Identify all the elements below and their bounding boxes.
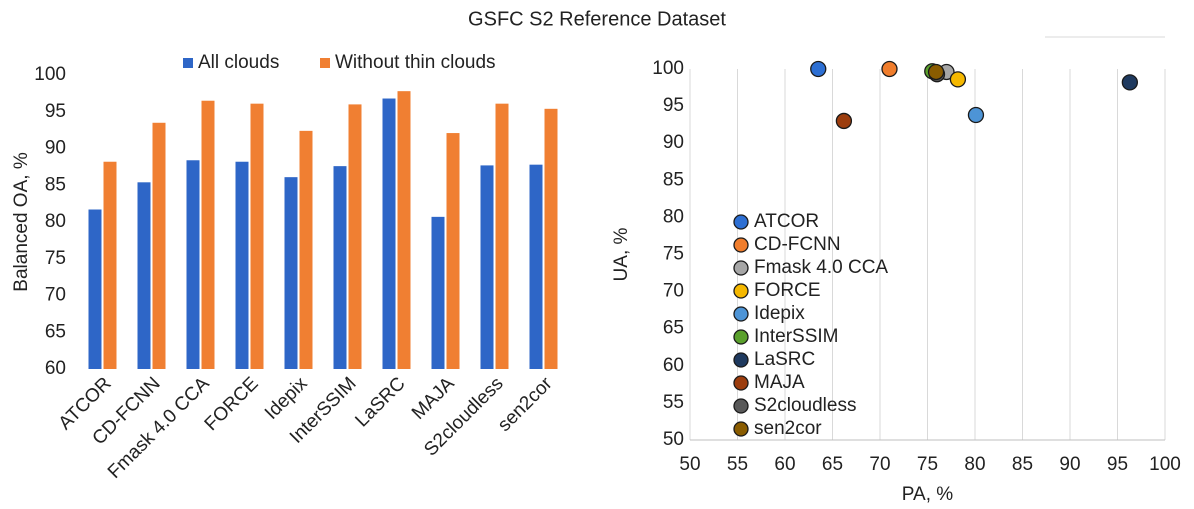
x-tick-label: 55 — [727, 454, 748, 475]
legend-marker — [733, 260, 749, 276]
bar — [382, 98, 396, 370]
legend-label: S2cloudless — [754, 395, 856, 416]
y-tick-label: 100 — [652, 58, 684, 79]
bar — [284, 177, 298, 369]
legend-marker — [733, 283, 749, 299]
y-tick-label: 85 — [663, 169, 684, 190]
legend-swatch — [183, 58, 193, 68]
y-tick-label: 50 — [663, 429, 684, 450]
legend-marker — [733, 237, 749, 253]
bar — [299, 130, 313, 369]
bar — [88, 209, 102, 369]
legend-swatch — [320, 58, 330, 68]
x-tick-label: 80 — [964, 454, 985, 475]
y-tick-label: 65 — [663, 318, 684, 339]
bar — [152, 122, 166, 370]
bar — [495, 103, 509, 369]
legend-label: MAJA — [754, 372, 805, 393]
y-tick-label: 75 — [45, 248, 66, 269]
bar — [529, 164, 543, 369]
legend-label: FORCE — [754, 280, 821, 301]
x-tick-label: 50 — [679, 454, 700, 475]
bar — [480, 165, 494, 369]
y-tick-label: 85 — [45, 174, 66, 195]
y-tick-label: 65 — [45, 321, 66, 342]
point — [835, 112, 853, 130]
bar — [137, 182, 151, 369]
bar — [446, 133, 460, 369]
y-tick-label: 80 — [45, 211, 66, 232]
y-tick-label: 100 — [34, 64, 66, 85]
x-tick-label: 95 — [1107, 454, 1128, 475]
bar — [235, 161, 249, 369]
legend-label: All clouds — [198, 52, 279, 73]
x-tick-label: 65 — [822, 454, 843, 475]
y-tick-label: 95 — [663, 95, 684, 116]
y-tick-label: 60 — [45, 358, 66, 379]
legend-label: Idepix — [754, 303, 805, 324]
bar — [544, 108, 558, 369]
legend-marker — [733, 214, 749, 230]
bar — [348, 104, 362, 370]
x-tick-label: 60 — [774, 454, 795, 475]
bar — [201, 100, 215, 369]
figure-title: GSFC S2 Reference Dataset — [468, 8, 726, 30]
point — [1121, 74, 1138, 91]
point — [810, 60, 827, 78]
bar — [250, 103, 264, 369]
bar — [431, 216, 445, 369]
bar — [333, 166, 347, 369]
y-tick-label: 70 — [45, 285, 66, 306]
point — [949, 71, 967, 88]
legend-marker — [733, 398, 749, 414]
y-tick-label: 90 — [45, 138, 66, 159]
legend-marker — [733, 375, 749, 391]
x-tick-label: 85 — [1012, 454, 1033, 475]
y-tick-label: 75 — [663, 244, 684, 265]
legend-label: sen2cor — [754, 418, 822, 439]
x-tick-label: 100 — [1149, 454, 1181, 475]
y-tick-label: 55 — [663, 392, 684, 413]
legend-label: LaSRC — [754, 349, 815, 370]
y-tick-label: 60 — [663, 355, 684, 376]
x-tick-label: 70 — [869, 454, 890, 475]
y-tick-label: 95 — [45, 101, 66, 122]
legend-marker — [733, 306, 749, 322]
x-tick-label: LaSRC — [351, 373, 409, 431]
y-axis-label: Balanced OA, % — [11, 152, 32, 292]
x-tick-label: sen2cor — [494, 373, 557, 436]
point — [927, 63, 945, 81]
x-tick-label: FORCE — [201, 373, 263, 435]
point — [881, 60, 898, 78]
legend-label: CD-FCNN — [754, 234, 841, 255]
bar — [103, 161, 117, 369]
x-tick-label: 90 — [1059, 454, 1080, 475]
y-tick-label: 70 — [663, 281, 684, 302]
legend-label: Fmask 4.0 CCA — [754, 257, 888, 278]
y-axis-label: UA, % — [611, 227, 632, 281]
legend-marker — [733, 329, 749, 345]
legend-label: ATCOR — [754, 211, 819, 232]
bar — [186, 160, 200, 369]
legend-label: Without thin clouds — [335, 52, 496, 73]
y-tick-label: 80 — [663, 206, 684, 227]
bar — [397, 91, 411, 370]
x-axis-label: PA, % — [902, 484, 953, 505]
legend-marker — [733, 352, 749, 368]
point — [967, 106, 985, 124]
x-tick-label: 75 — [917, 454, 938, 475]
legend-label: InterSSIM — [754, 326, 838, 347]
y-tick-label: 90 — [663, 132, 684, 153]
legend-marker — [733, 421, 749, 437]
